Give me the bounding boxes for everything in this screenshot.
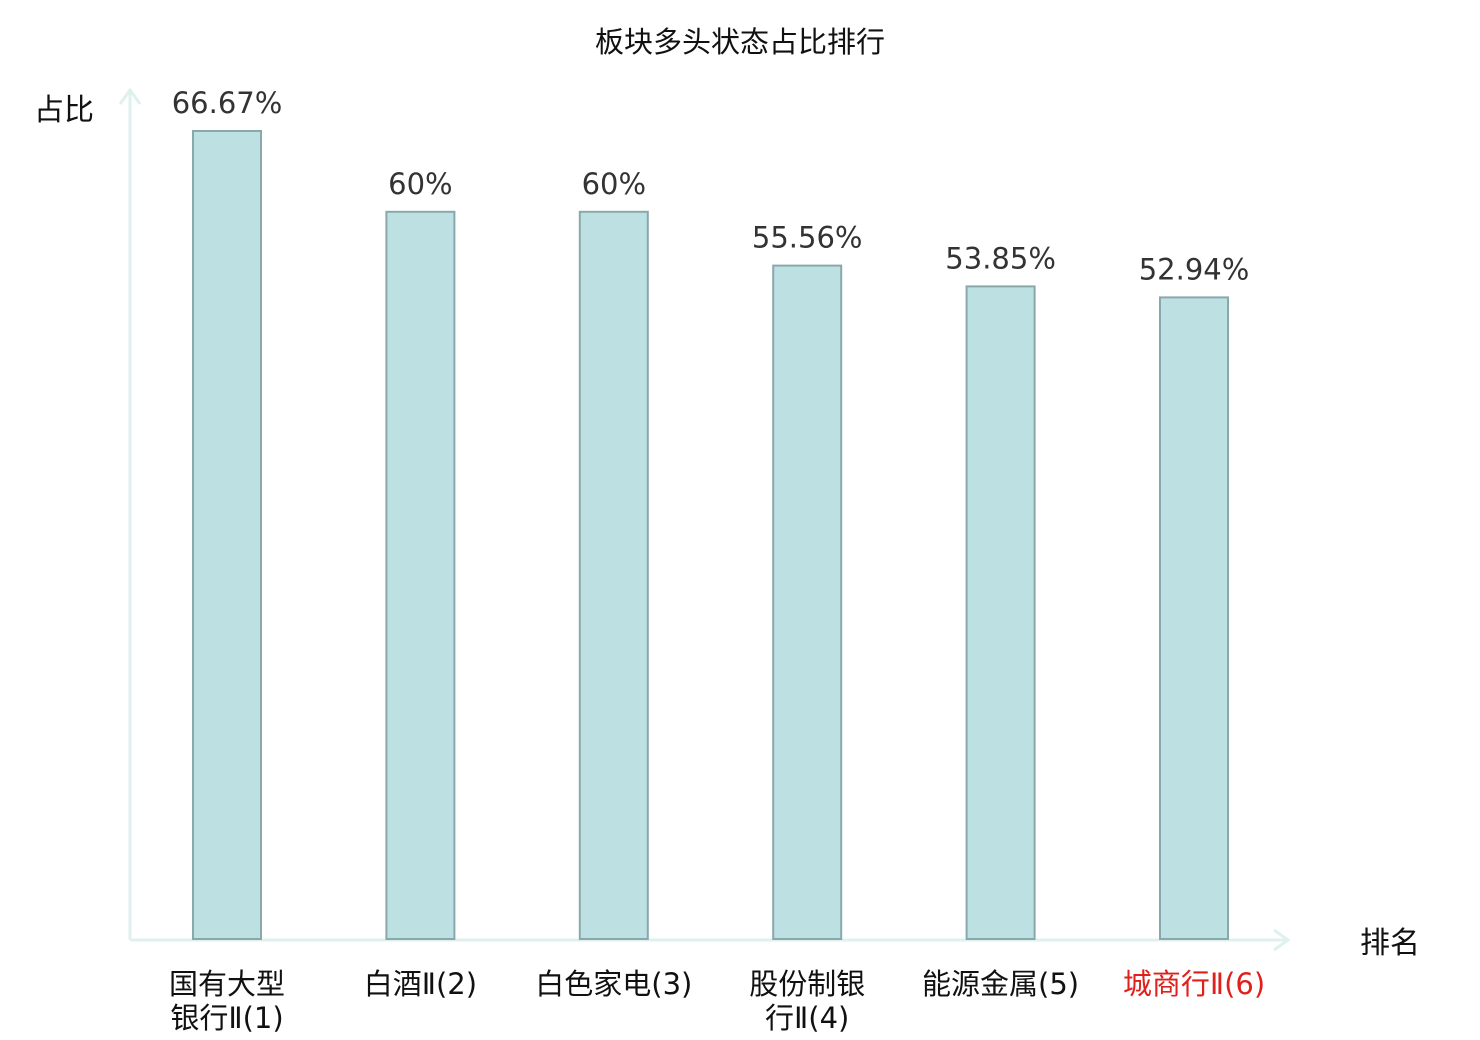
value-label-4: 55.56% xyxy=(752,221,863,255)
bar-3 xyxy=(578,210,649,941)
bar-5 xyxy=(965,285,1036,940)
value-label-3: 60% xyxy=(582,167,646,201)
bar-1 xyxy=(192,130,262,940)
bar-4 xyxy=(772,264,843,941)
category-label-line: 能源金属(5) xyxy=(922,967,1079,1001)
value-label-1: 66.67% xyxy=(172,86,283,120)
value-label-5: 53.85% xyxy=(945,241,1056,275)
category-label-6: 城商行Ⅱ(6) xyxy=(1123,967,1265,1001)
category-label-line: 白色家电(3) xyxy=(535,967,692,1001)
x-axis-label: 排名 xyxy=(1360,926,1420,961)
category-label-line: 城商行Ⅱ(6) xyxy=(1123,967,1265,1001)
category-label-3: 白色家电(3) xyxy=(535,967,692,1001)
value-label-6: 52.94% xyxy=(1139,252,1250,286)
y-axis-label: 占比 xyxy=(34,93,94,128)
bars-group: 66.67% 国有大型银行Ⅱ(1) 60% 白酒Ⅱ(2) 60% 白色家电(3) 55.56… xyxy=(169,86,1265,1035)
category-label-4: 股份制银行Ⅱ(4) xyxy=(749,967,865,1035)
y-axis-arrow xyxy=(118,87,142,105)
category-label-line: 行Ⅱ(4) xyxy=(765,1001,849,1035)
category-label-line: 银行Ⅱ(1) xyxy=(170,1001,283,1035)
category-label-line: 股份制银 xyxy=(749,967,865,1001)
bar-6 xyxy=(1159,296,1229,940)
value-label-2: 60% xyxy=(388,167,452,201)
category-label-line: 白酒Ⅱ(2) xyxy=(364,967,477,1001)
category-label-1: 国有大型银行Ⅱ(1) xyxy=(169,967,285,1035)
category-label-2: 白酒Ⅱ(2) xyxy=(364,967,477,1001)
category-label-line: 国有大型 xyxy=(169,967,285,1001)
x-axis-arrow xyxy=(1273,928,1291,952)
category-label-5: 能源金属(5) xyxy=(922,967,1079,1001)
bar-2 xyxy=(385,210,456,941)
chart-title: 板块多头状态占比排行 xyxy=(595,25,885,59)
